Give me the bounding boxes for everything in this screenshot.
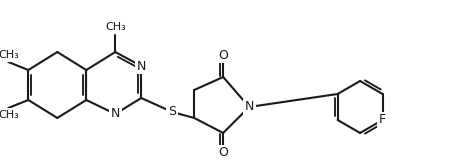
Text: O: O xyxy=(218,146,228,159)
Text: CH₃: CH₃ xyxy=(105,22,126,32)
Text: N: N xyxy=(137,59,146,72)
Text: CH₃: CH₃ xyxy=(0,110,19,120)
Text: O: O xyxy=(218,49,228,61)
Text: S: S xyxy=(168,106,176,118)
Text: N: N xyxy=(110,108,120,120)
Text: F: F xyxy=(379,113,386,126)
Text: N: N xyxy=(245,101,254,114)
Text: CH₃: CH₃ xyxy=(0,50,19,60)
